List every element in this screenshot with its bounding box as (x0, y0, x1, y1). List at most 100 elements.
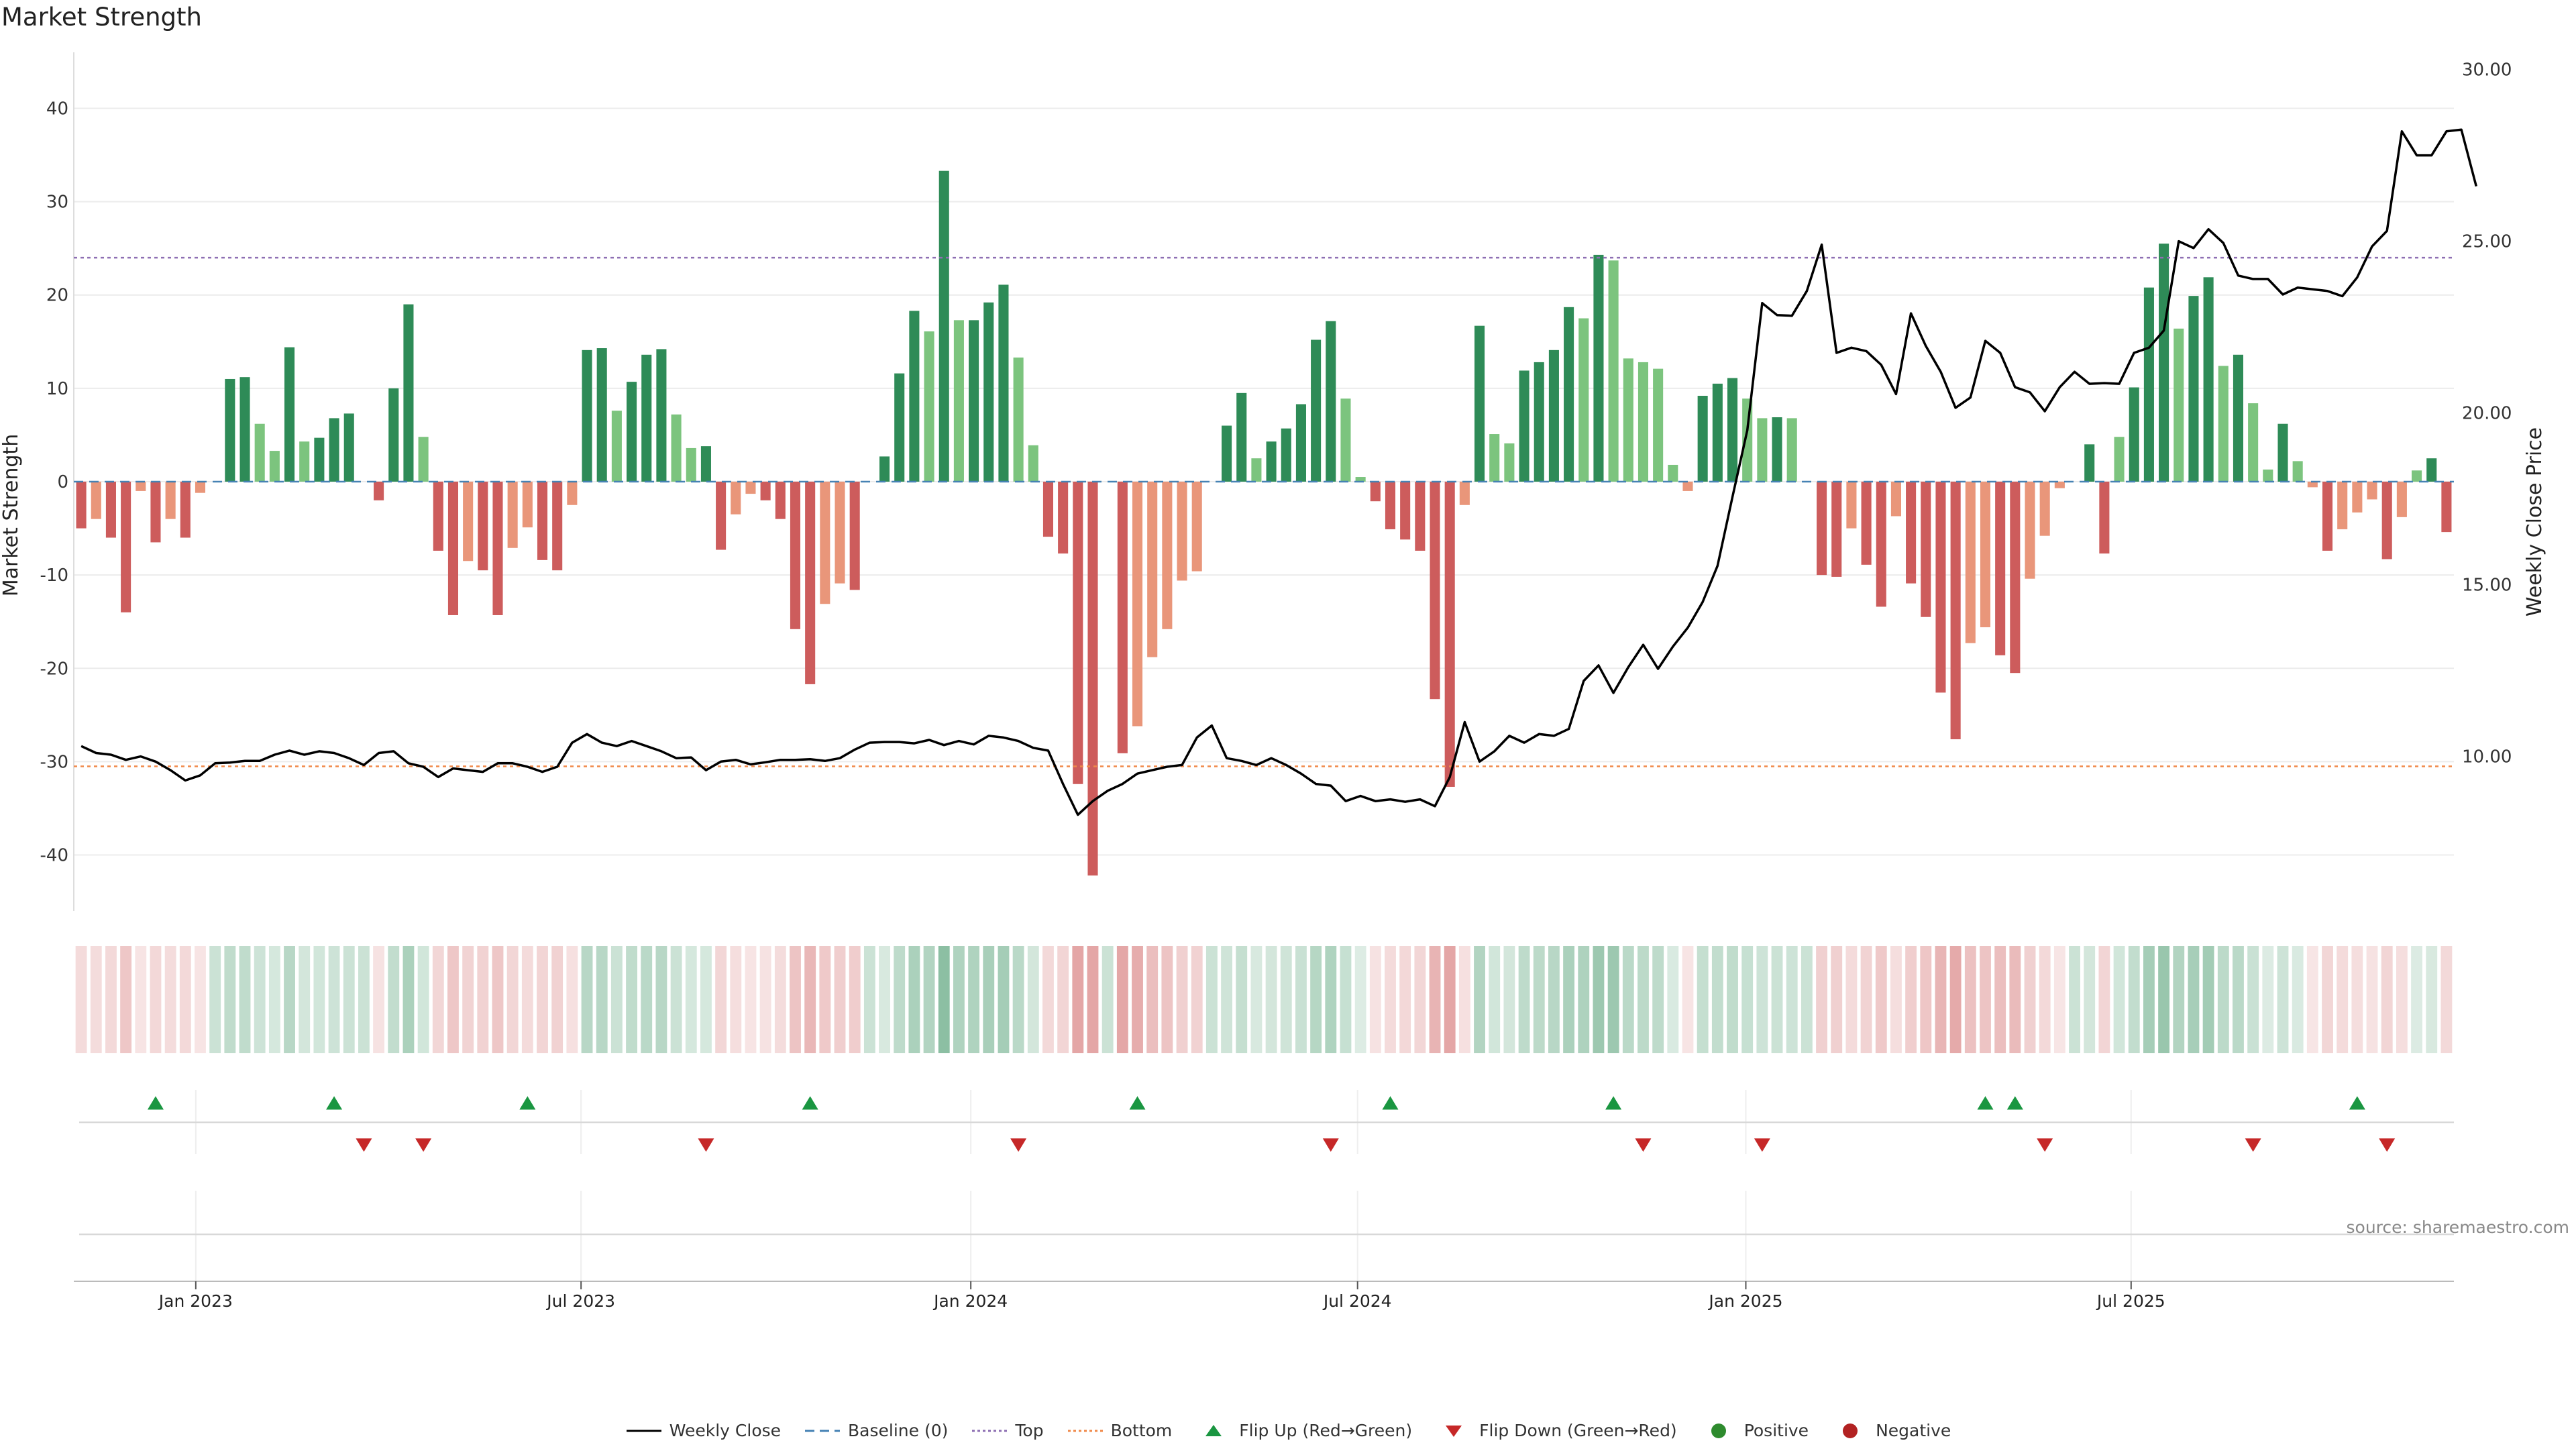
x-tick-label: Jul 2025 (2096, 1291, 2165, 1311)
strength-heat-cell (447, 946, 459, 1053)
positive-strength-bar (343, 413, 354, 482)
strength-heat-cell (2128, 946, 2140, 1053)
strength-heat-cell (2024, 946, 2036, 1053)
positive-strength-bar (1668, 464, 1678, 482)
positive-strength-bar (254, 423, 265, 482)
strength-heat-cell (2351, 946, 2363, 1053)
positive-strength-bar (1326, 321, 1336, 482)
strength-heat-cell (1429, 946, 1441, 1053)
positive-strength-bar (2143, 287, 2154, 482)
strength-heat-cell (1845, 946, 1858, 1053)
negative-strength-bar (716, 482, 727, 550)
strength-heat-cell (1667, 946, 1679, 1053)
strength-heat-cell (1682, 946, 1694, 1053)
flip-up-marker (1605, 1096, 1622, 1110)
positive-strength-bar (1355, 477, 1366, 482)
strength-heat-cell (1533, 946, 1545, 1053)
strength-heat-cell (1027, 946, 1039, 1053)
strength-heat-cell (343, 946, 355, 1053)
flip-down-marker (1010, 1138, 1027, 1152)
legend-item-top: Top (971, 1421, 1044, 1440)
negative-strength-bar (1073, 482, 1083, 784)
negative-strength-bar (1921, 482, 1931, 617)
positive-strength-bar (1564, 307, 1574, 482)
legend-label: Weekly Close (669, 1421, 782, 1440)
flip-up-marker (519, 1096, 536, 1110)
strength-heat-cell (2053, 946, 2065, 1053)
strength-heat-cell (254, 946, 266, 1053)
positive-strength-bar (1489, 434, 1500, 482)
strength-heat-cell (1622, 946, 1634, 1053)
flip-up-marker (1129, 1096, 1146, 1110)
x-tick-label: Jan 2023 (158, 1291, 233, 1311)
strength-heat-cell (2306, 946, 2318, 1053)
strength-heat-cell (2337, 946, 2349, 1053)
legend-item-flip_up: Flip Up (Red→Green) (1195, 1421, 1412, 1440)
strength-heat-cell (284, 946, 295, 1053)
strength-heat-cell (1474, 946, 1485, 1053)
strength-heat-cell (1786, 946, 1798, 1053)
strength-heat-cell (1771, 946, 1783, 1053)
strength-heat-cell (1518, 946, 1530, 1053)
negative-strength-bar (2307, 482, 2318, 488)
positive-strength-bar (418, 437, 429, 482)
legend: Weekly Close Baseline (0) Top Bottom Flip Up… (0, 1421, 2576, 1440)
source-label: source: sharemaestro.com (2346, 1218, 2570, 1237)
x-tick-label: Jul 2024 (1322, 1291, 1392, 1311)
strength-heat-cell (1205, 946, 1218, 1053)
negative-strength-bar (1682, 482, 1693, 491)
strength-heat-cell (685, 946, 697, 1053)
strength-heat-cell (1236, 946, 1248, 1053)
strength-heat-cell (1385, 946, 1396, 1053)
strength-heat-cell (1072, 946, 1084, 1053)
strength-heat-cell (1102, 946, 1114, 1053)
flip-up-marker (1382, 1096, 1399, 1110)
negative-strength-bar (2367, 482, 2377, 500)
strength-heat-cell (388, 946, 400, 1053)
negative-strength-bar (2322, 482, 2333, 551)
positive-strength-bar (1772, 417, 1782, 482)
positive-strength-bar (1281, 428, 1291, 482)
positive-strength-bar (2277, 423, 2288, 482)
negative-strength-bar (121, 482, 131, 612)
positive-strength-bar (2084, 444, 2095, 482)
triangle-up-icon (1205, 1424, 1222, 1436)
positive-strength-bar (998, 284, 1009, 482)
strength-heat-cell (1949, 946, 1962, 1053)
flip-down-marker (415, 1138, 432, 1152)
legend-item-weekly_close: Weekly Close (625, 1421, 781, 1440)
strength-heat-cell (1250, 946, 1263, 1053)
negative-strength-bar (1861, 482, 1872, 565)
strength-heat-cell (1295, 946, 1307, 1053)
negative-strength-bar (1162, 482, 1173, 629)
positive-strength-bar (329, 418, 339, 482)
strength-heat-cell (432, 946, 444, 1053)
strength-heat-cell (477, 946, 489, 1053)
negative-strength-bar (150, 482, 161, 543)
negative-strength-bar (105, 482, 116, 538)
positive-strength-bar (2114, 437, 2125, 482)
strength-heat-cell (2173, 946, 2185, 1053)
strength-heat-cell (1340, 946, 1352, 1053)
positive-strength-bar (314, 437, 325, 482)
strength-heat-cell (596, 946, 608, 1053)
strength-heat-cell (953, 946, 965, 1053)
y-tick-label: -40 (40, 846, 68, 866)
strength-heat-cell (358, 946, 370, 1053)
positive-strength-bar (2188, 296, 2199, 482)
positive-strength-bar (1623, 358, 1633, 482)
y2-tick-label: 10.00 (2462, 747, 2512, 767)
strength-heat-cell (1458, 946, 1470, 1053)
positive-strength-bar (1638, 362, 1649, 482)
positive-strength-bar (269, 451, 280, 482)
strength-heat-cell (700, 946, 712, 1053)
strength-heat-cell (313, 946, 325, 1053)
strength-heat-cell (1087, 946, 1099, 1053)
strength-heat-cell (1414, 946, 1426, 1053)
negative-strength-bar (805, 482, 816, 684)
strength-heat-cell (998, 946, 1010, 1053)
strength-heat-cell (328, 946, 340, 1053)
strength-heat-cell (1860, 946, 1872, 1053)
positive-strength-bar (924, 331, 934, 482)
negative-strength-bar (478, 482, 488, 571)
